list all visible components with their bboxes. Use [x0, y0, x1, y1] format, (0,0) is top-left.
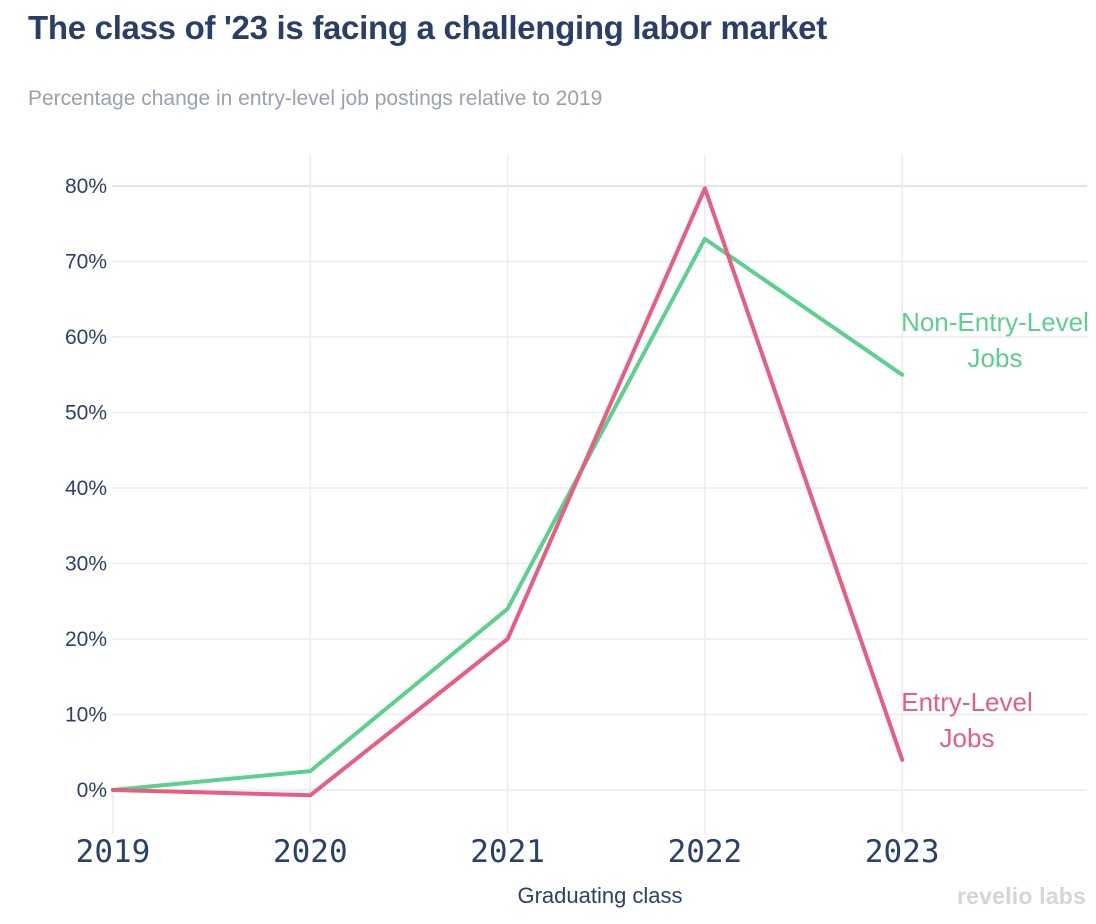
y-tick-label: 30% — [65, 553, 107, 576]
x-tick-label: 2023 — [865, 834, 940, 870]
x-tick-label: 2019 — [76, 834, 151, 870]
y-tick-label: 40% — [65, 477, 107, 500]
y-tick-label: 0% — [77, 779, 107, 802]
x-axis-title: Graduating class — [517, 883, 683, 908]
x-tick-label: 2021 — [470, 834, 545, 870]
y-tick-label: 50% — [65, 402, 107, 425]
revelio-labs-logo: revelio labs — [957, 883, 1086, 909]
y-tick-label: 70% — [65, 251, 107, 274]
y-tick-label: 20% — [65, 628, 107, 651]
y-tick-label: 60% — [65, 326, 107, 349]
series-label-line: Non-Entry-Level — [901, 307, 1089, 337]
chart-subtitle: Percentage change in entry-level job pos… — [28, 87, 603, 110]
y-tick-label: 80% — [65, 175, 107, 198]
series-label-line: Entry-Level — [901, 687, 1033, 717]
series-label-line: Jobs — [967, 343, 1023, 373]
x-tick-label: 2020 — [273, 834, 348, 870]
series-label-non-entry-level-jobs: Non-Entry-Level Jobs — [895, 304, 1095, 376]
x-tick-label: 2022 — [668, 834, 743, 870]
series-line-non-entry-level-jobs — [111, 236, 905, 792]
chart-title: The class of '23 is facing a challenging… — [28, 9, 827, 46]
series-line-entry-level-jobs — [111, 186, 905, 798]
series-label-line: Jobs — [939, 723, 995, 753]
series-label-entry-level-jobs: Entry-Level Jobs — [867, 684, 1067, 756]
y-tick-label: 10% — [65, 704, 107, 727]
